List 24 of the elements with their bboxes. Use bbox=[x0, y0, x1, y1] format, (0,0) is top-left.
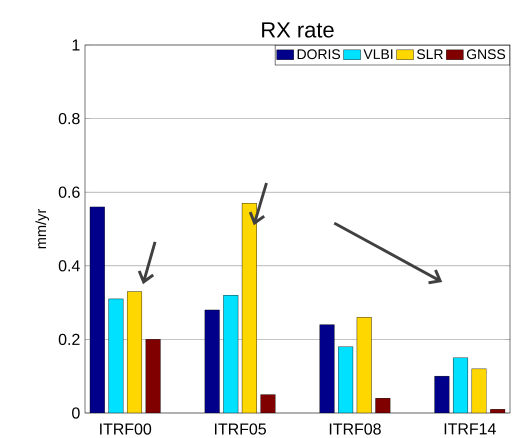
y-tick-label: 0.6 bbox=[58, 186, 80, 198]
y-tick-label: 1 bbox=[72, 40, 80, 50]
legend-label: GNSS bbox=[466, 49, 506, 60]
bar bbox=[223, 295, 238, 413]
bar bbox=[453, 358, 468, 413]
bar bbox=[434, 376, 450, 413]
bar bbox=[338, 346, 354, 413]
bar bbox=[204, 310, 220, 413]
y-tick-label: 0.2 bbox=[58, 334, 80, 346]
y-tick-label: 0.8 bbox=[58, 112, 80, 124]
legend-label: DORIS bbox=[298, 49, 340, 60]
legend-label: SLR bbox=[416, 49, 443, 60]
x-tick-label: ITRF05 bbox=[214, 423, 266, 435]
bar bbox=[320, 324, 335, 413]
legend-label: VLBI bbox=[363, 49, 392, 59]
y-axis-title: mm/yr bbox=[35, 208, 50, 248]
y-tick-label: 0 bbox=[72, 407, 80, 419]
bar bbox=[90, 206, 105, 413]
x-tick-label: ITRF14 bbox=[444, 423, 496, 434]
chart-title: RX rate bbox=[262, 22, 334, 38]
bar bbox=[108, 298, 124, 413]
y-tick-label: 0.4 bbox=[58, 260, 80, 272]
x-tick-label: ITRF08 bbox=[330, 423, 381, 435]
x-tick-label: ITRF00 bbox=[100, 423, 152, 435]
